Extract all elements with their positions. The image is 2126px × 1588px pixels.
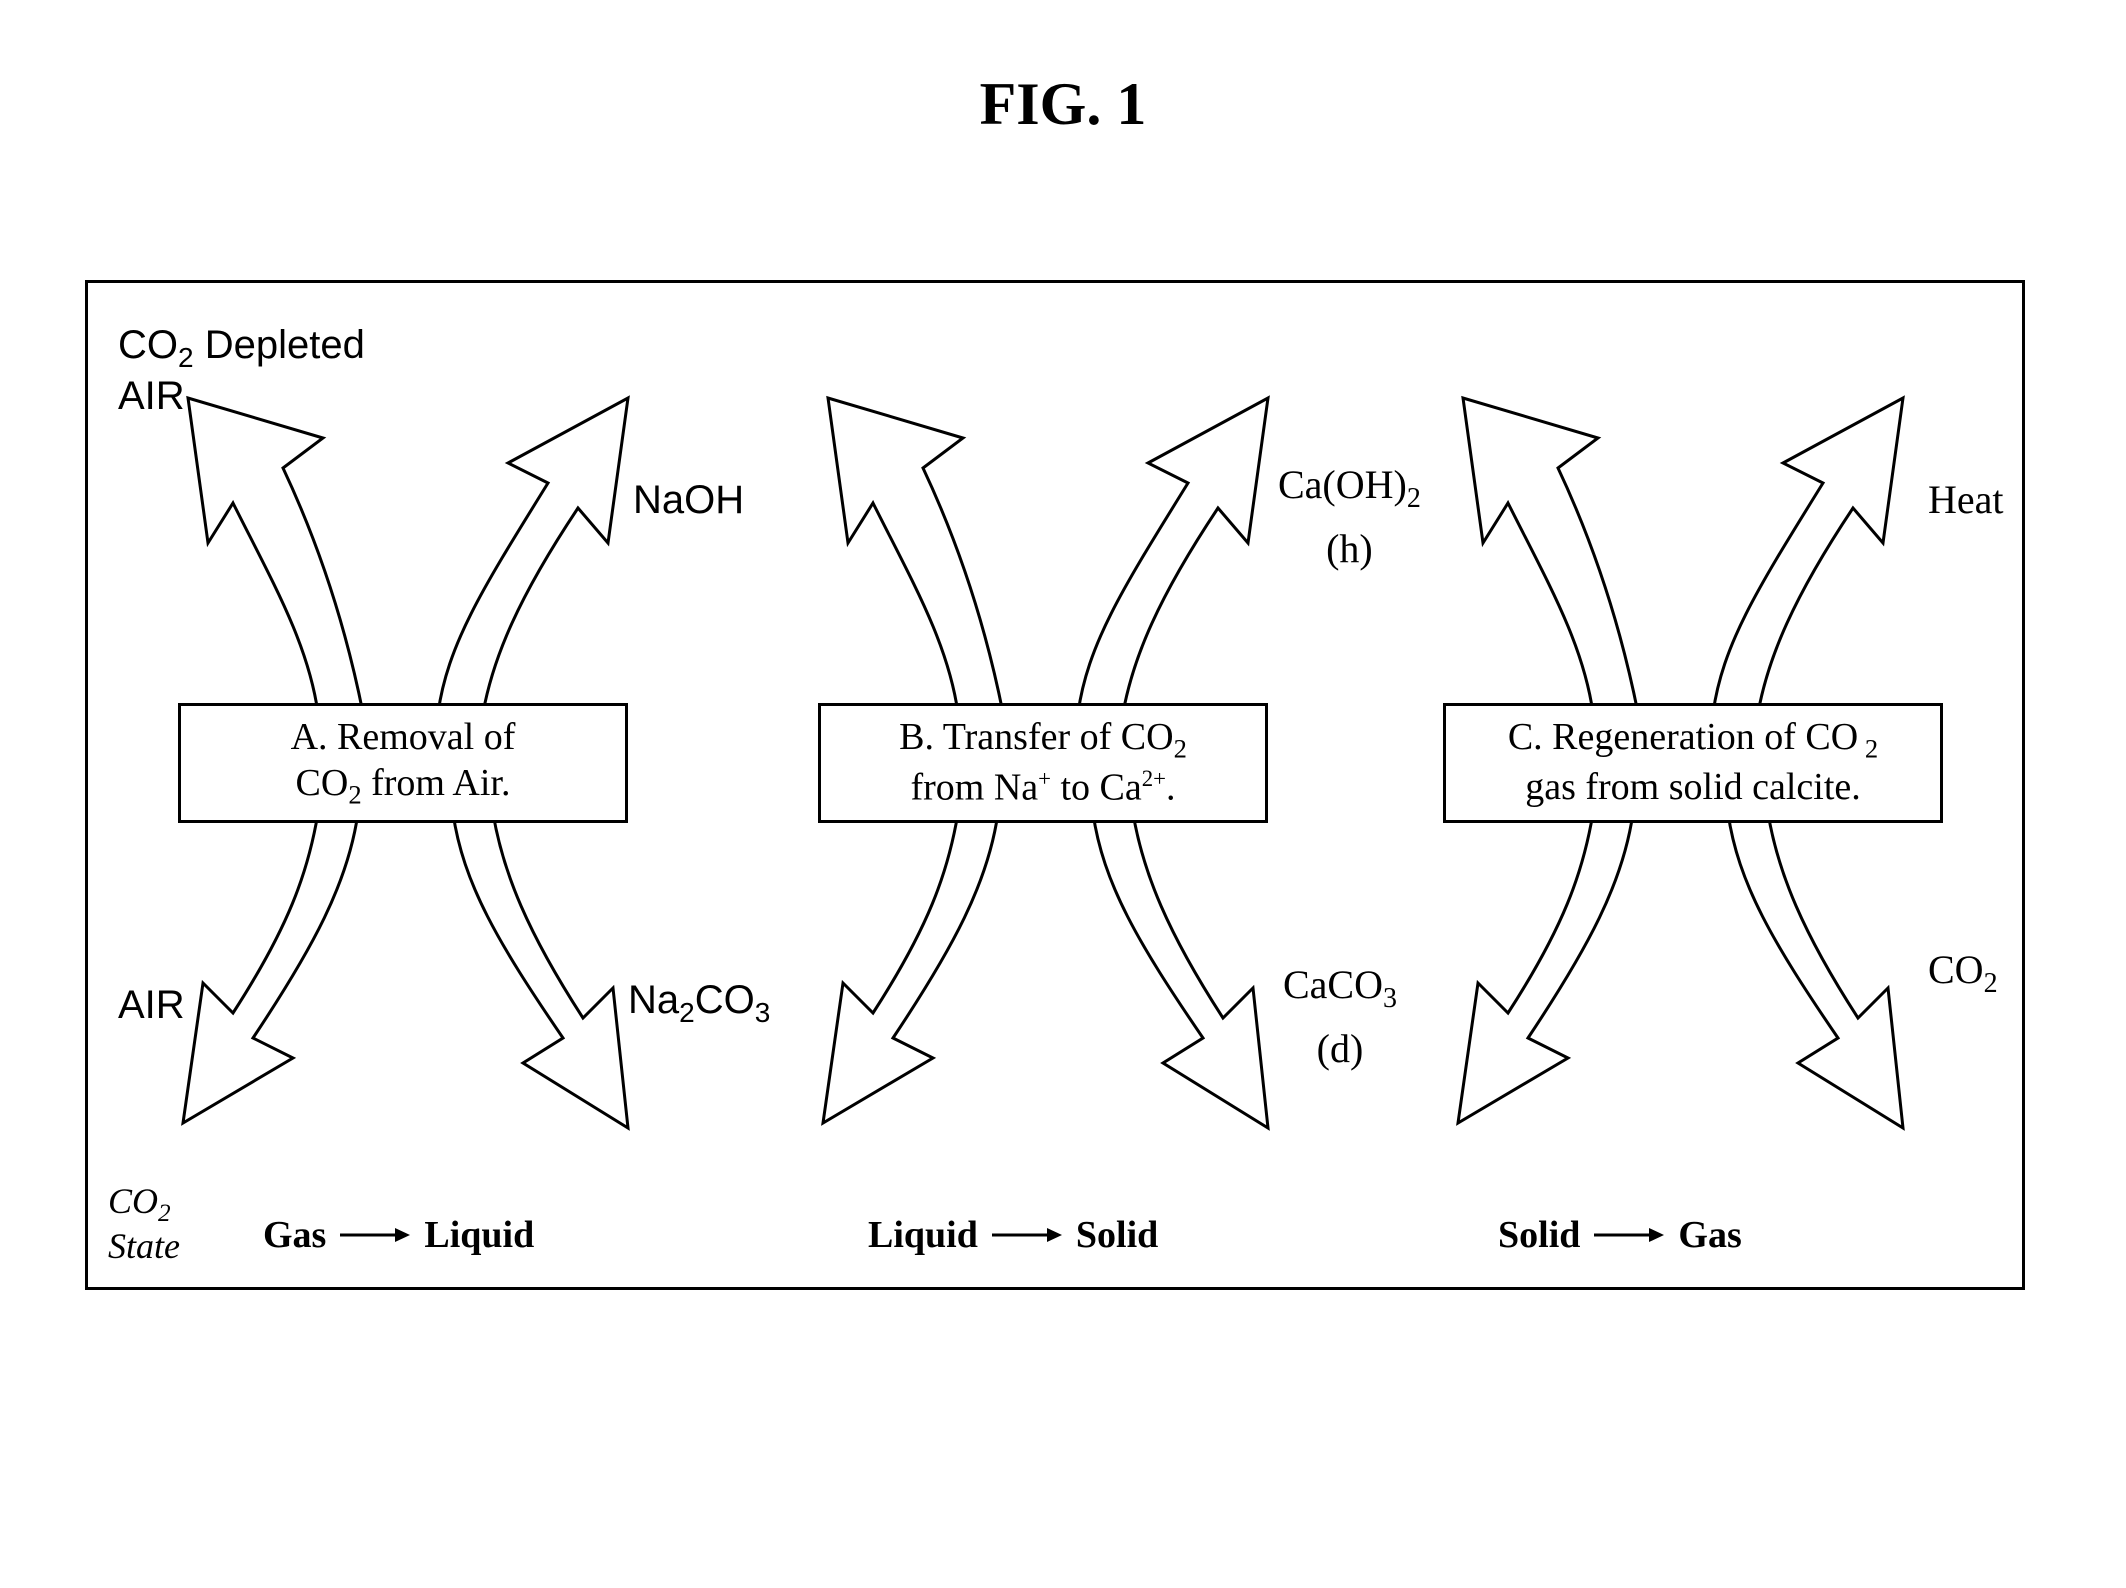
state-b: Liquid Solid	[868, 1213, 1158, 1257]
step-b: Ca(OH)2 (h) CaCO3 (d)	[738, 283, 1368, 1287]
state-row-label: CO2 State	[108, 1182, 180, 1268]
text: CO2 Depleted	[118, 323, 365, 367]
state-a-from: Gas	[263, 1213, 326, 1257]
state-c: Solid Gas	[1498, 1213, 1742, 1257]
state-b-to: Solid	[1076, 1213, 1158, 1257]
figure-title: FIG. 1	[0, 70, 2126, 139]
box-c-line2: gas from solid calcite.	[1525, 765, 1861, 811]
box-a-line2: CO2 from Air.	[296, 761, 511, 812]
diagram-frame: CO2 Depleted AIR NaOH AIR	[85, 280, 2025, 1290]
arrow-right-icon	[992, 1225, 1062, 1245]
arrow-b-top-left	[803, 383, 1033, 713]
box-c-line1: C. Regeneration of CO 2	[1508, 715, 1878, 766]
arrow-right-icon	[340, 1225, 410, 1245]
arrow-b-bottom-right	[1053, 813, 1278, 1133]
label-a-top-right: NaOH	[633, 478, 744, 522]
arrow-c-top-left	[1438, 383, 1668, 713]
state-row: CO2 State Gas Liquid Liquid Solid Solid	[108, 1177, 2002, 1267]
state-a: Gas Liquid	[263, 1213, 534, 1257]
label-c-top-right: Heat	[1928, 478, 2004, 522]
state-c-from: Solid	[1498, 1213, 1580, 1257]
arrow-a-bottom-right	[413, 813, 638, 1133]
arrow-a-bottom-left	[178, 813, 398, 1133]
arrow-c-bottom-right	[1688, 813, 1913, 1133]
arrow-b-bottom-left	[818, 813, 1038, 1133]
state-b-from: Liquid	[868, 1213, 978, 1257]
label-b-bottom-right: CaCO3 (d)	[1283, 963, 1397, 1071]
page: FIG. 1 CO2 Depleted AIR NaOH	[0, 0, 2126, 1588]
arrow-b-top-right	[1038, 388, 1273, 713]
arrow-c-top-right	[1673, 388, 1908, 713]
box-a-line1: A. Removal of	[291, 715, 516, 761]
arrow-right-icon	[1594, 1225, 1664, 1245]
step-a: CO2 Depleted AIR NaOH AIR	[98, 283, 728, 1287]
box-b-line1: B. Transfer of CO2	[899, 715, 1187, 766]
arrow-c-bottom-left	[1453, 813, 1673, 1133]
step-c: Heat CO2 C. Regeneration of CO 2	[1383, 283, 2013, 1287]
arrow-a-top-right	[398, 388, 633, 713]
arrow-a-top-left	[163, 383, 393, 713]
state-c-to: Gas	[1678, 1213, 1741, 1257]
box-b: B. Transfer of CO2 from Na+ to Ca2+.	[818, 703, 1268, 823]
box-b-line2: from Na+ to Ca2+.	[910, 765, 1175, 811]
box-c: C. Regeneration of CO 2 gas from solid c…	[1443, 703, 1943, 823]
box-a: A. Removal of CO2 from Air.	[178, 703, 628, 823]
state-a-to: Liquid	[424, 1213, 534, 1257]
label-a-bottom-left: AIR	[118, 983, 185, 1027]
label-c-bottom-right: CO2	[1928, 948, 1998, 1000]
